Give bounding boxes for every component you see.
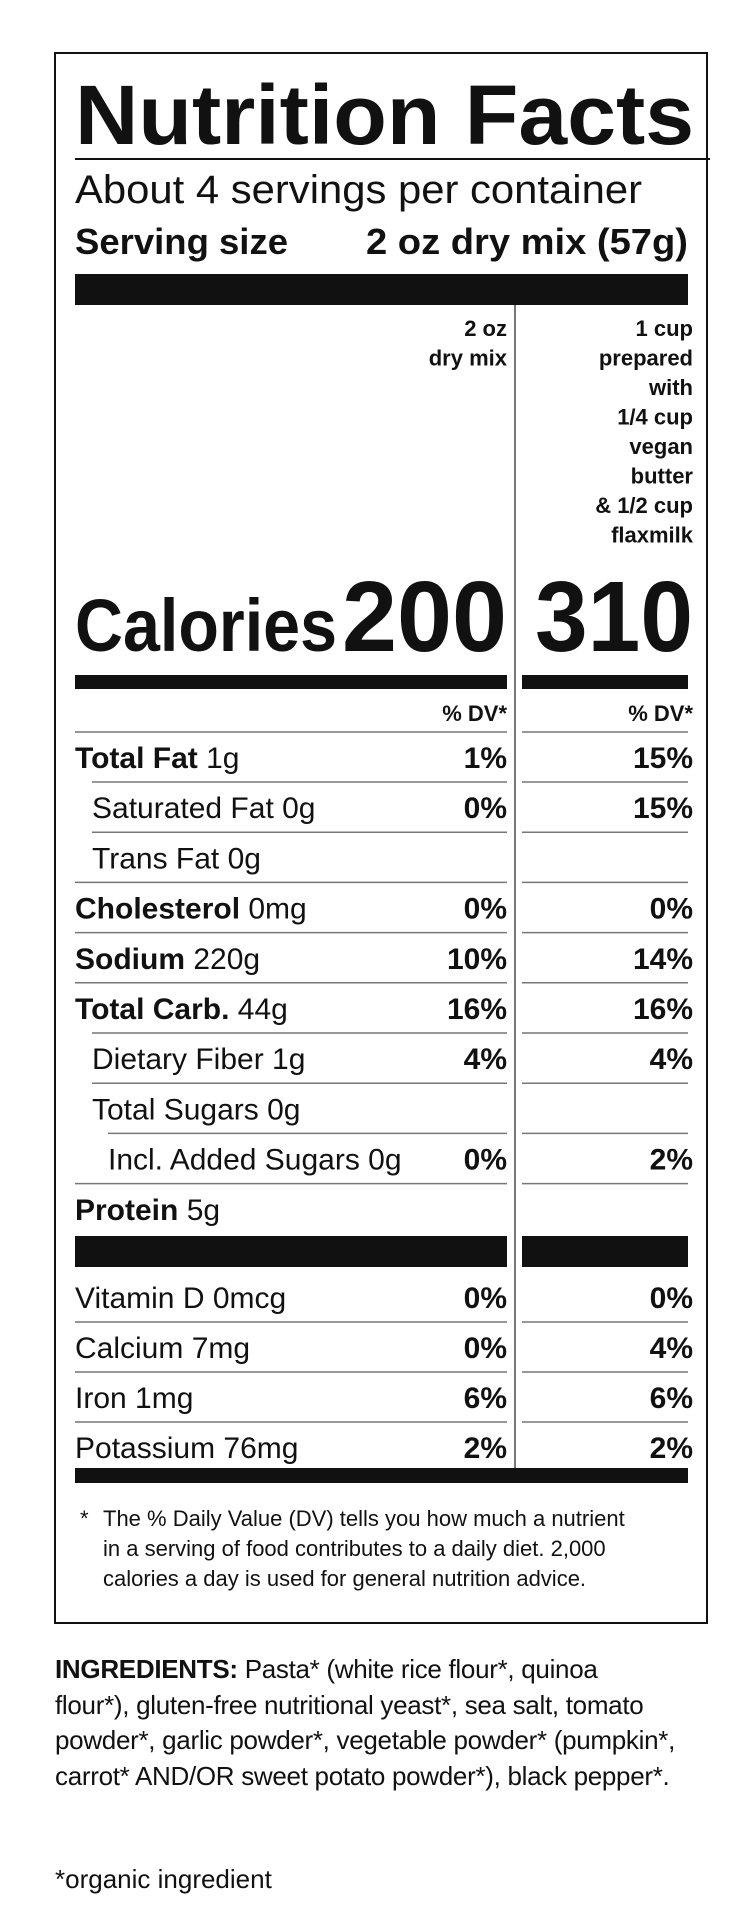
column-header: flaxmilk — [611, 523, 694, 548]
column-header: dry mix — [429, 346, 508, 371]
column-header: vegan — [629, 434, 693, 459]
ingredients-label: INGREDIENTS: — [55, 1654, 238, 1684]
vitamin-label: Iron 1mg — [75, 1382, 193, 1415]
daily-value: 6% — [464, 1382, 507, 1415]
nutrient-label: Total Sugars 0g — [92, 1093, 300, 1126]
ingredients-text: Pasta* (white rice flour*, quinoa flour*… — [55, 1654, 676, 1791]
nutrient-amount: 1g — [206, 742, 239, 775]
title: Nutrition Facts — [75, 68, 694, 162]
column-header: & 1/2 cup — [595, 493, 693, 518]
daily-value: 0% — [464, 893, 507, 926]
nutrient-name: Saturated Fat 0g — [92, 792, 315, 825]
nutrient-label: Dietary Fiber 1g — [92, 1043, 305, 1076]
nutrient-label: Total Carb. 44g — [75, 993, 288, 1026]
thick-bar — [75, 274, 688, 305]
organic-note: *organic ingredient — [55, 1864, 272, 1894]
daily-value: 4% — [464, 1043, 507, 1076]
nutrient-label: Cholesterol 0mg — [75, 893, 307, 926]
footnote-line: calories a day is used for general nutri… — [103, 1566, 586, 1591]
calories-value: 200 — [342, 561, 507, 673]
daily-value: 16% — [633, 993, 693, 1026]
column-header: with — [648, 375, 693, 400]
column-header: prepared — [599, 346, 693, 371]
daily-value: 15% — [633, 742, 693, 775]
daily-value: 4% — [650, 1332, 693, 1365]
daily-value: 2% — [650, 1432, 693, 1465]
daily-value: 16% — [447, 993, 507, 1026]
calories-label: Calories — [75, 584, 337, 667]
daily-value: 2% — [464, 1432, 507, 1465]
daily-value: 15% — [633, 792, 693, 825]
label: Nutrition Facts About 4 servings per con… — [54, 52, 710, 1624]
nutrient-amount: 5g — [187, 1194, 220, 1227]
vitamin-label: Vitamin D 0mcg — [75, 1282, 286, 1315]
column-header: 1/4 cup — [617, 405, 693, 430]
nutrient-label: Sodium 220g — [75, 943, 260, 976]
footnote-mark: * — [80, 1506, 89, 1531]
nutrient-amount: 0mg — [248, 893, 306, 926]
nutrient-name: Trans Fat 0g — [92, 842, 261, 875]
thick-bar — [75, 675, 507, 689]
vitamin-label: Calcium 7mg — [75, 1332, 250, 1365]
daily-value: 6% — [650, 1382, 693, 1415]
daily-value: 0% — [464, 1144, 507, 1177]
nutrient-name: Total Fat — [75, 742, 198, 775]
nutrient-name: Dietary Fiber 1g — [92, 1043, 305, 1076]
daily-value: 0% — [650, 1282, 693, 1315]
nutrient-name: Total Carb. — [75, 993, 229, 1026]
dv-header: % DV* — [442, 701, 507, 726]
nutrient-name: Total Sugars 0g — [92, 1093, 300, 1126]
nutrient-name: Sodium — [75, 943, 185, 976]
servings: About 4 servings per container — [75, 168, 642, 212]
nutrient-amount: 44g — [238, 993, 288, 1026]
thick-bar — [522, 1236, 688, 1267]
serving-size-value: 2 oz dry mix (57g) — [366, 221, 688, 262]
nutrient-label: Protein 5g — [75, 1194, 220, 1227]
thick-bar — [522, 675, 688, 689]
daily-value: 10% — [447, 943, 507, 976]
nutrient-name: Incl. Added Sugars 0g — [108, 1144, 402, 1177]
nutrient-label: Incl. Added Sugars 0g — [108, 1144, 402, 1177]
thick-bar — [75, 1468, 688, 1483]
daily-value: 0% — [650, 893, 693, 926]
column-header: butter — [631, 464, 694, 489]
daily-value: 2% — [650, 1144, 693, 1177]
footnote-line: The % Daily Value (DV) tells you how muc… — [103, 1506, 625, 1531]
serving-size-label: Serving size — [75, 221, 288, 262]
nutrient-amount: 220g — [193, 943, 260, 976]
daily-value: 4% — [650, 1043, 693, 1076]
nutrient-name: Cholesterol — [75, 893, 240, 926]
thick-bar — [75, 1236, 507, 1267]
label-border — [54, 52, 708, 1624]
daily-value: 14% — [633, 943, 693, 976]
ingredients: INGREDIENTS: Pasta* (white rice flour*, … — [55, 1652, 675, 1794]
nutrient-label: Trans Fat 0g — [92, 842, 261, 875]
daily-value: 0% — [464, 1332, 507, 1365]
nutrient-name: Protein — [75, 1194, 178, 1227]
nutrient-label: Total Fat 1g — [75, 742, 240, 775]
dv-header: % DV* — [628, 701, 693, 726]
vitamin-label: Potassium 76mg — [75, 1432, 298, 1465]
column-header: 1 cup — [636, 316, 693, 341]
daily-value: 0% — [464, 792, 507, 825]
daily-value: 0% — [464, 1282, 507, 1315]
calories-value: 310 — [535, 561, 693, 673]
nutrient-label: Saturated Fat 0g — [92, 792, 315, 825]
daily-value: 1% — [464, 742, 507, 775]
footnote-line: in a serving of food contributes to a da… — [103, 1536, 606, 1561]
column-header: 2 oz — [464, 316, 507, 341]
